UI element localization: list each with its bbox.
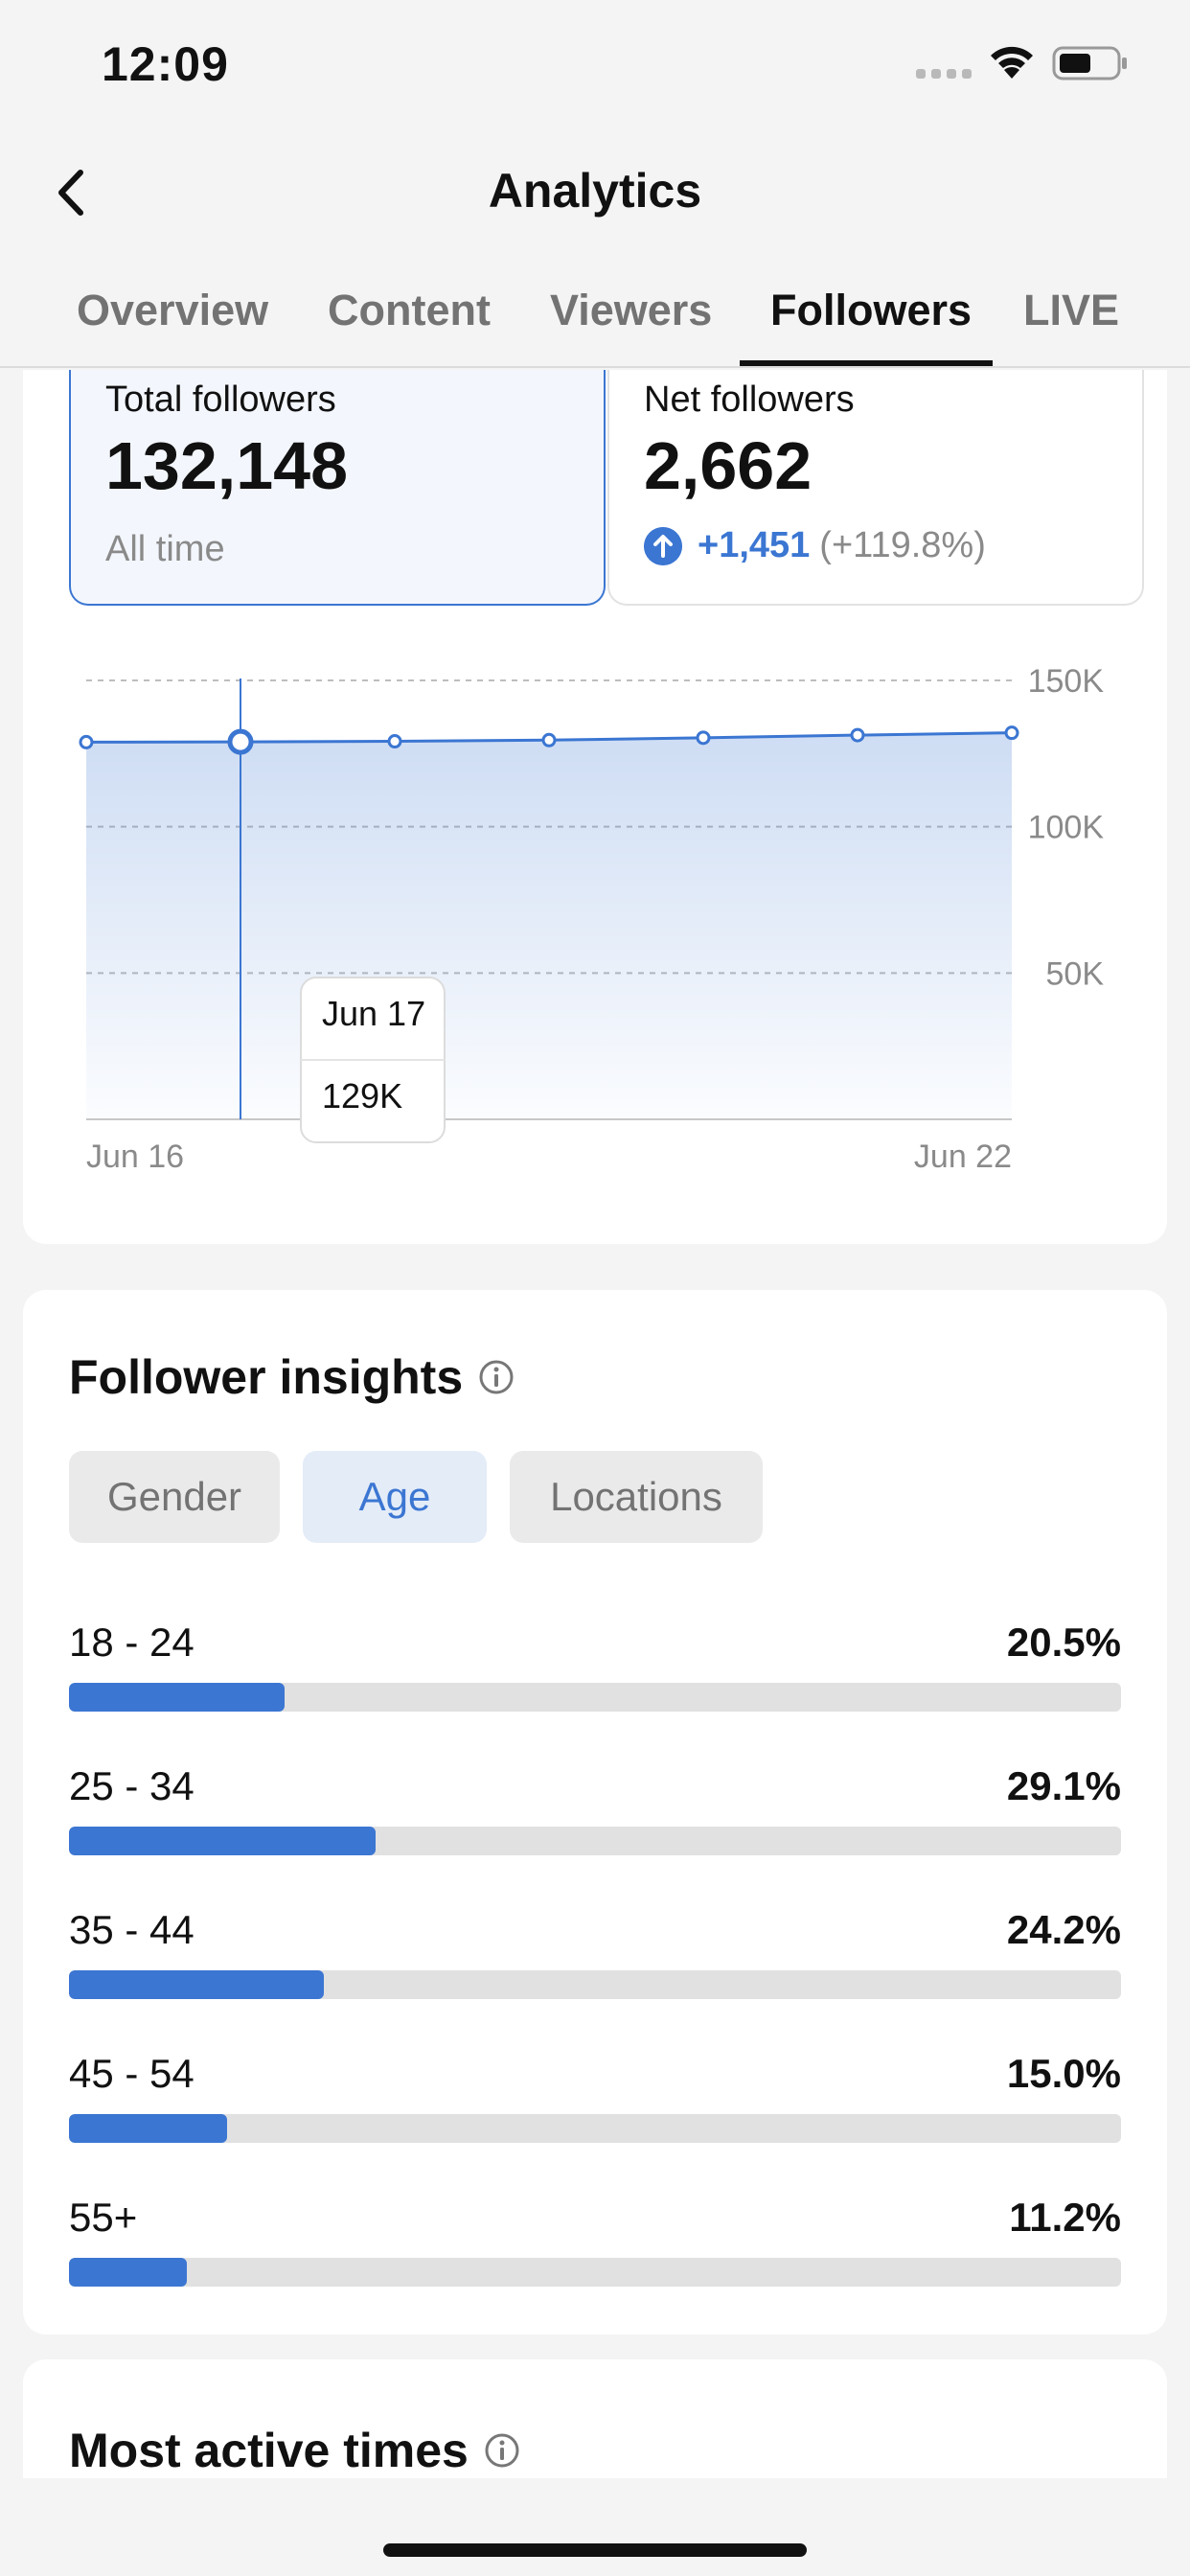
net-followers-change: +1,451 (+119.8%) — [644, 525, 986, 566]
chart-point — [387, 734, 402, 749]
age-group-percent: 11.2% — [1009, 2195, 1121, 2240]
followers-overview-card: Total followers 132,148 All time Net fol… — [23, 370, 1167, 1244]
followers-chart[interactable]: 150K 100K 50K Jun 16 Jun 22 Jun 17 129K — [23, 370, 1167, 1244]
chart-point — [1004, 725, 1019, 741]
status-time: 12:09 — [102, 37, 229, 91]
insights-heading: Follower insights — [69, 1349, 515, 1405]
y-tick-label: 150K — [1028, 663, 1105, 700]
total-followers-box[interactable]: Total followers 132,148 All time — [69, 370, 606, 606]
age-group-bar-fill — [69, 2114, 227, 2143]
y-tick-label: 100K — [1028, 810, 1105, 846]
age-group-bar-track — [69, 1683, 1121, 1712]
back-button[interactable] — [40, 159, 107, 226]
age-group-label: 55+ — [69, 2195, 138, 2240]
tab-overview[interactable]: Overview — [77, 286, 269, 334]
insights-filter-pills: Gender Age Locations — [69, 1451, 763, 1543]
age-group-percent: 20.5% — [1006, 1620, 1121, 1665]
insights-title: Follower insights — [69, 1350, 464, 1404]
age-group-bar-track — [69, 2114, 1121, 2143]
total-followers-value: 132,148 — [105, 428, 349, 503]
y-tick-label: 50K — [1046, 955, 1105, 992]
pill-age[interactable]: Age — [303, 1451, 487, 1543]
age-group-row: 25 - 34 29.1% — [69, 1763, 1121, 1878]
chart-point — [79, 734, 94, 749]
age-group-bar-fill — [69, 2258, 187, 2287]
pill-gender[interactable]: Gender — [69, 1451, 280, 1543]
age-group-row: 45 - 54 15.0% — [69, 2051, 1121, 2166]
age-group-bar-track — [69, 2258, 1121, 2287]
tooltip-date: Jun 17 — [322, 994, 425, 1033]
age-group-bar-fill — [69, 1683, 286, 1712]
age-group-label: 45 - 54 — [69, 2051, 195, 2096]
age-group-row: 18 - 24 20.5% — [69, 1620, 1121, 1735]
age-group-bar-fill — [69, 1827, 376, 1855]
age-group-bar-track — [69, 1970, 1121, 1999]
x-tick-label: Jun 16 — [86, 1138, 184, 1175]
total-followers-label: Total followers — [105, 380, 336, 420]
tab-followers[interactable]: Followers — [770, 286, 973, 334]
home-indicator-area — [0, 2478, 1190, 2576]
active-times-title: Most active times — [69, 2424, 469, 2477]
home-indicator[interactable] — [383, 2543, 807, 2557]
cellular-signal-icon — [916, 69, 972, 79]
net-followers-label: Net followers — [644, 380, 855, 420]
chart-tooltip: Jun 17 129K — [300, 977, 446, 1143]
age-group-label: 18 - 24 — [69, 1620, 195, 1665]
age-group-bar-fill — [69, 1970, 324, 1999]
net-followers-box[interactable]: Net followers 2,662 +1,451 (+119.8%) — [607, 370, 1144, 606]
age-group-row: 55+ 11.2% — [69, 2195, 1121, 2310]
tab-live[interactable]: LIVE — [1023, 286, 1120, 334]
chart-point — [541, 732, 557, 748]
battery-icon — [1052, 46, 1127, 80]
info-icon[interactable] — [478, 1359, 515, 1395]
age-group-bar-track — [69, 1827, 1121, 1855]
active-tab-indicator — [740, 360, 993, 366]
age-group-row: 35 - 44 24.2% — [69, 1907, 1121, 2022]
pill-locations[interactable]: Locations — [510, 1451, 763, 1543]
total-followers-period: All time — [105, 529, 225, 569]
follower-insights-card: Follower insights Gender Age Locations 1… — [23, 1290, 1167, 2334]
x-tick-label: Jun 22 — [914, 1138, 1012, 1175]
net-change-value: +1,451 — [698, 525, 811, 565]
tab-bar: Overview Content Viewers Followers LIVE — [0, 259, 1190, 368]
arrow-up-icon — [644, 526, 682, 565]
active-times-heading: Most active times — [69, 2423, 520, 2478]
net-followers-value: 2,662 — [644, 428, 812, 503]
tooltip-value: 129K — [322, 1076, 402, 1116]
status-bar: 12:09 — [0, 0, 1190, 134]
age-group-percent: 24.2% — [1006, 1907, 1121, 1952]
chart-point — [850, 727, 865, 743]
age-group-label: 25 - 34 — [69, 1763, 195, 1808]
nav-header: Analytics — [0, 134, 1190, 249]
chart-area-fill — [86, 732, 1012, 1119]
wifi-icon — [991, 46, 1033, 79]
age-group-percent: 15.0% — [1006, 2051, 1121, 2096]
net-change-percent: (+119.8%) — [819, 525, 986, 565]
tab-viewers[interactable]: Viewers — [550, 286, 713, 334]
age-group-label: 35 - 44 — [69, 1907, 195, 1952]
chart-selected-point — [227, 728, 254, 755]
page-title: Analytics — [488, 164, 702, 218]
age-group-percent: 29.1% — [1006, 1763, 1121, 1808]
chart-point — [696, 730, 711, 746]
info-icon[interactable] — [484, 2432, 520, 2469]
tab-content[interactable]: Content — [328, 286, 491, 334]
